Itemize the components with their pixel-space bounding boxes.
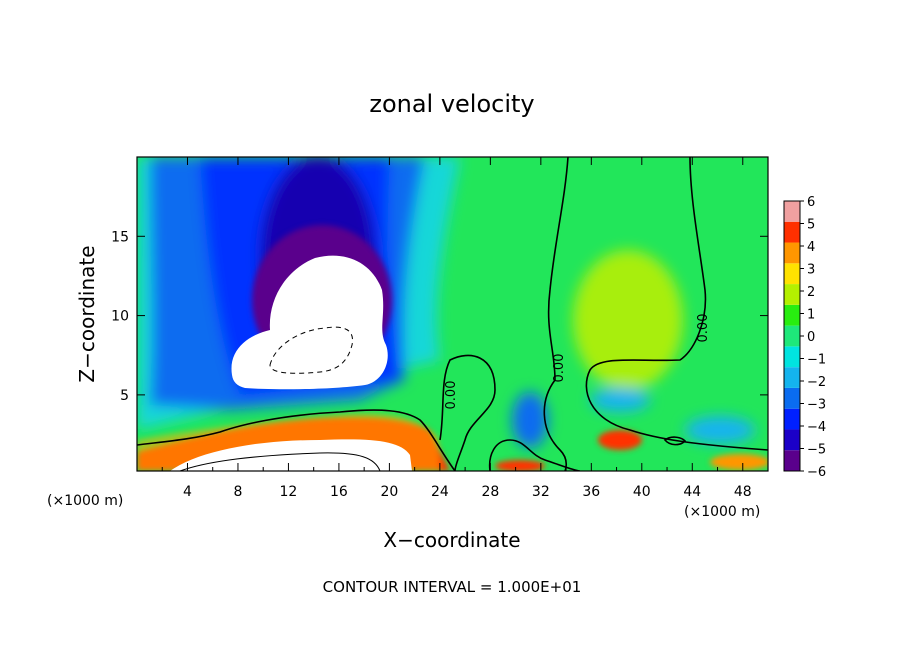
blue-patch-3 — [685, 416, 755, 444]
x-tick-label: 40 — [633, 484, 651, 500]
y-axis-label: Z−coordinate — [75, 245, 99, 382]
x-axis: 4 8 12 16 20 24 28 32 36 40 44 48 — [161, 157, 752, 500]
colorbar-swatch — [784, 284, 800, 305]
contour-mid — [439, 354, 496, 471]
y-tick-label: 10 — [111, 309, 129, 325]
colorbar-swatch — [784, 304, 800, 326]
x-tick-label: 48 — [734, 484, 752, 500]
colorbar-swatch — [784, 429, 800, 451]
x-axis-label: X−coordinate — [383, 528, 520, 552]
x-unit-left: (×1000 m) — [47, 493, 123, 509]
blue-patch-1 — [512, 392, 548, 448]
plot-frame — [136, 156, 769, 472]
colorbar: −6 −5 −4 −3 −2 −1 0 1 2 3 4 5 6 — [783, 195, 826, 480]
red-patch-right — [598, 430, 642, 450]
colorbar-swatch — [784, 387, 800, 409]
colorbar-swatch — [784, 346, 800, 368]
colorbar-label: −5 — [807, 443, 826, 458]
colorbar-label: 5 — [807, 218, 815, 233]
x-tick-label: 28 — [481, 484, 499, 500]
colorbar-swatch — [784, 325, 800, 347]
y-tick-label: 5 — [120, 388, 129, 404]
contour-left-vertical — [543, 157, 569, 471]
x-tick-label: 16 — [330, 484, 348, 500]
contour-small-loop — [663, 436, 687, 446]
colorbar-swatch — [784, 263, 800, 285]
contour-upper-boundary — [137, 409, 456, 471]
colorbar-label: 1 — [807, 308, 815, 323]
colorbar-swatch — [784, 367, 800, 388]
yellow-green-blob — [573, 250, 683, 390]
colorbar-label: 4 — [807, 240, 815, 255]
x-tick-label: 32 — [532, 484, 550, 500]
contour-dashed — [269, 326, 354, 374]
x-tick-label: 12 — [280, 484, 298, 500]
colorbar-label: −6 — [807, 465, 826, 480]
colorbar-label: −2 — [807, 375, 826, 390]
chart-title: zonal velocity — [369, 90, 534, 118]
colorbar-swatch — [784, 221, 800, 243]
colorbar-label: 0 — [807, 330, 815, 345]
colorbar-label: 2 — [807, 285, 815, 300]
x-tick-label: 8 — [233, 484, 242, 500]
colorbar-swatch — [784, 242, 800, 264]
x-tick-label: 20 — [380, 484, 398, 500]
contour-interval-footer: CONTOUR INTERVAL = 1.000E+01 — [323, 578, 582, 596]
white-lower-region — [170, 439, 412, 471]
colorbar-label: −4 — [807, 420, 826, 435]
x-tick-label: 24 — [431, 484, 449, 500]
x-tick-label: 44 — [683, 484, 701, 500]
contour-label: 0.00 — [696, 314, 711, 343]
blue-patch-2 — [590, 388, 650, 412]
x-unit-right: (×1000 m) — [684, 504, 760, 520]
x-tick-label: 36 — [582, 484, 600, 500]
colorbar-label: 6 — [807, 195, 815, 210]
colorbar-swatch — [784, 201, 800, 222]
contours — [137, 157, 768, 471]
x-tick-label: 4 — [183, 484, 192, 500]
colorbar-label: −1 — [807, 353, 826, 368]
colorbar-swatch — [784, 450, 800, 471]
colorbar-label: 3 — [807, 263, 815, 278]
colorbar-swatch — [784, 408, 800, 430]
y-axis: 5 10 15 — [111, 229, 768, 404]
contour-label: 0.00 — [552, 354, 567, 383]
contour-lower-white — [179, 452, 381, 471]
red-patch-bottom — [495, 460, 545, 471]
y-tick-label: 15 — [111, 229, 129, 245]
contour-right-vertical — [585, 157, 768, 451]
contour-label: 0.00 — [444, 381, 459, 410]
velocity-field — [137, 157, 768, 471]
white-masked-region — [231, 255, 388, 390]
orange-patch-right — [710, 454, 768, 470]
colorbar-label: −3 — [807, 398, 826, 413]
